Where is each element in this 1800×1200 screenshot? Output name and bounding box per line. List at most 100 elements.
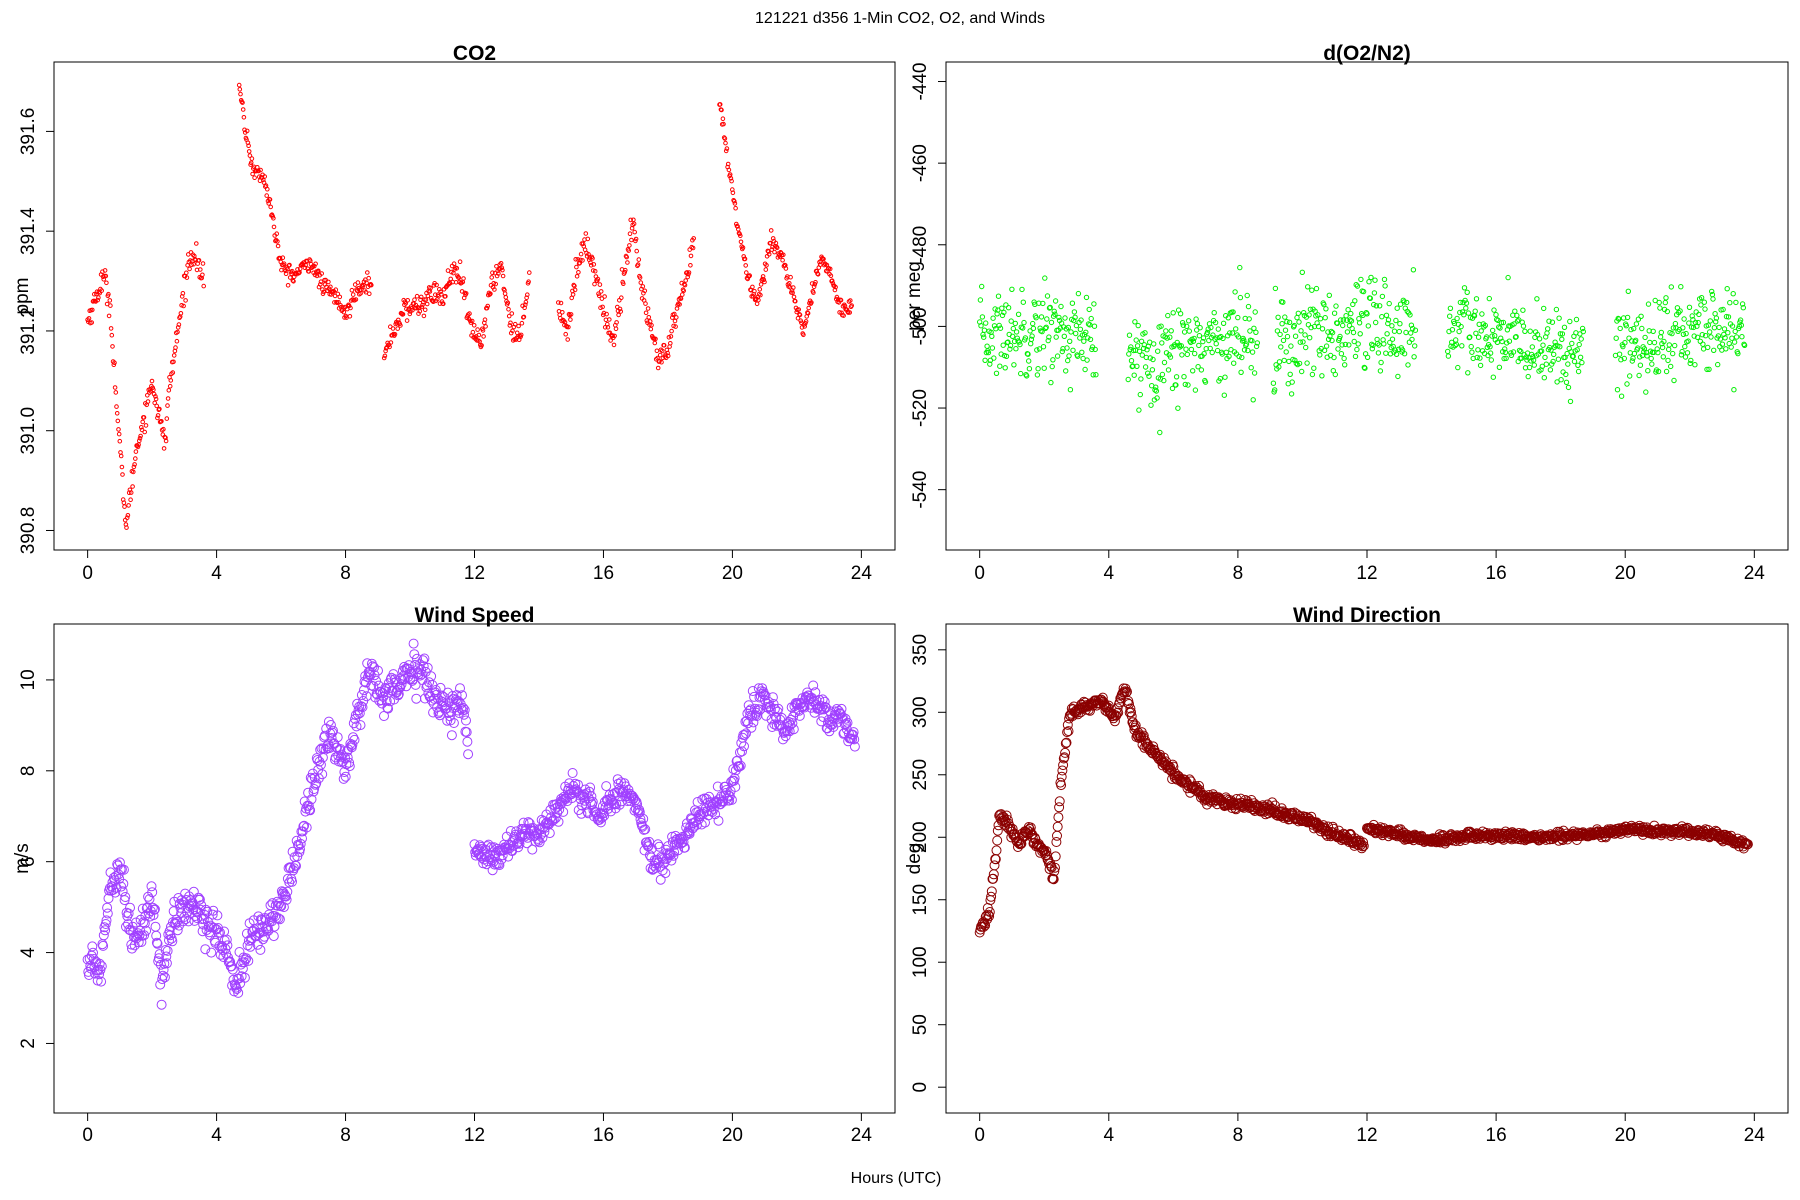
data-point [1003, 353, 1010, 359]
data-point [730, 782, 741, 792]
data-point [558, 806, 569, 817]
data-point [1672, 320, 1679, 327]
data-point [356, 690, 367, 700]
data-point [1375, 350, 1382, 356]
data-point [217, 941, 228, 951]
data-point [1075, 290, 1082, 297]
data-point [1226, 353, 1232, 359]
data-point [768, 228, 774, 233]
data-point [485, 303, 491, 309]
y-tick-label: 50 [910, 1014, 931, 1035]
data-point [1040, 344, 1047, 350]
data-point [94, 958, 105, 969]
data-point [198, 267, 203, 272]
data-point [164, 926, 175, 937]
data-point [1292, 357, 1298, 363]
data-point [997, 363, 1003, 369]
data-point [411, 693, 422, 704]
data-point [102, 908, 113, 919]
data-point [755, 704, 766, 715]
data-point [1056, 771, 1067, 782]
data-point [827, 266, 833, 272]
data-point [675, 834, 686, 845]
data-point [1052, 298, 1059, 304]
data-point [580, 258, 585, 263]
data-point [595, 276, 601, 282]
data-point [451, 270, 456, 276]
data-point [773, 703, 784, 714]
data-point [105, 867, 116, 878]
x-tick-label: 12 [1356, 1125, 1377, 1146]
data-point [1449, 339, 1455, 345]
data-point [1057, 325, 1064, 331]
data-point [791, 285, 796, 290]
data-point [1704, 366, 1710, 373]
data-point [1645, 368, 1651, 374]
data-point [1574, 347, 1580, 353]
data-point [482, 317, 488, 323]
data-point [1015, 311, 1022, 317]
data-point [349, 734, 360, 745]
data-point [145, 399, 151, 404]
data-point [98, 940, 109, 951]
data-point [274, 231, 280, 236]
data-point [762, 698, 773, 709]
data-point [1546, 318, 1552, 324]
data-point [1090, 372, 1096, 378]
data-point [140, 419, 145, 425]
data-point [1385, 317, 1392, 323]
data-point [1317, 316, 1324, 322]
data-point [108, 326, 114, 331]
data-point [483, 839, 494, 850]
data-point [1084, 357, 1090, 363]
data-point [87, 941, 98, 952]
data-point [833, 713, 844, 724]
data-point [1331, 310, 1338, 316]
data-point [227, 964, 238, 975]
data-point [1545, 326, 1551, 332]
data-point [1364, 354, 1371, 360]
data-point [1650, 328, 1656, 334]
data-point [447, 280, 453, 286]
data-point [1044, 316, 1050, 322]
data-point [1138, 338, 1145, 344]
data-point [1729, 335, 1735, 341]
data-point [1695, 319, 1701, 326]
data-point [461, 276, 466, 281]
data-point [1670, 350, 1676, 357]
data-point [1193, 316, 1199, 322]
data-point [631, 221, 637, 227]
data-point [1404, 299, 1410, 306]
data-point [344, 757, 355, 768]
data-point [647, 319, 653, 324]
data-point [1286, 319, 1293, 325]
data-point [126, 503, 131, 508]
data-point [500, 267, 505, 273]
data-point [514, 330, 520, 336]
data-point [1457, 309, 1463, 316]
data-point [475, 327, 480, 332]
data-point [354, 708, 365, 719]
data-points [974, 683, 1753, 938]
data-point [1009, 286, 1015, 292]
data-point [222, 940, 233, 951]
data-point [237, 87, 243, 92]
data-point [508, 320, 513, 326]
data-point [544, 828, 555, 839]
data-point [118, 878, 129, 889]
data-point [1337, 333, 1343, 340]
data-point [1059, 752, 1070, 763]
data-point [1731, 387, 1737, 393]
data-point [1624, 314, 1631, 321]
data-point [1738, 322, 1745, 328]
data-point [791, 294, 797, 300]
data-point [422, 662, 433, 673]
data-point [523, 299, 529, 305]
data-point [999, 305, 1005, 311]
data-point [585, 236, 591, 242]
data-point [1678, 352, 1685, 358]
data-point [1035, 366, 1041, 372]
data-point [795, 315, 801, 321]
data-point [1668, 363, 1674, 370]
data-point [1635, 316, 1642, 322]
